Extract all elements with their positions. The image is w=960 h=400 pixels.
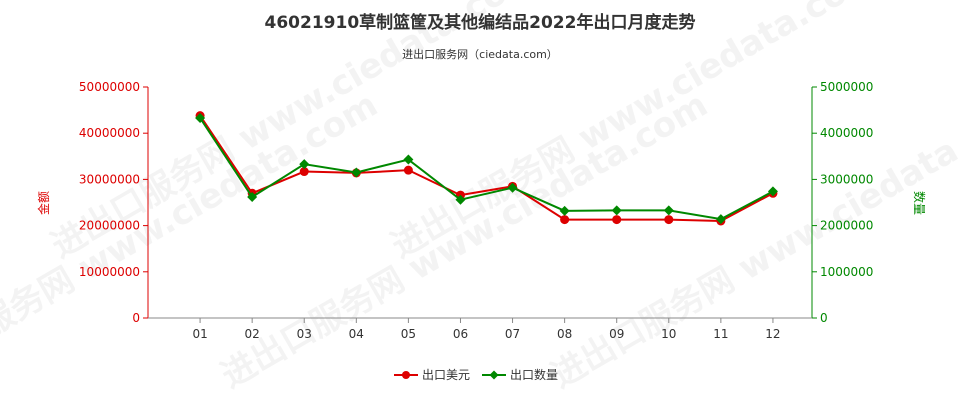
right-axis-ticks: 0 1000000 2000000 3000000 4000000 5000000 <box>812 80 873 325</box>
x-tick-label: 05 <box>401 327 416 341</box>
series-line <box>199 115 774 222</box>
x-tick-label: 03 <box>297 327 312 341</box>
left-tick-label: 50000000 <box>79 80 140 94</box>
legend-swatch-marker <box>489 370 499 380</box>
data-point[interactable] <box>351 167 362 178</box>
data-point[interactable] <box>299 159 310 170</box>
data-point[interactable] <box>299 167 309 177</box>
chart-title: 46021910草制篮筐及其他编结品2022年出口月度走势 <box>265 12 696 33</box>
data-point[interactable] <box>664 215 674 225</box>
data-point[interactable] <box>403 165 413 175</box>
data-point[interactable] <box>507 182 518 193</box>
right-tick-label: 5000000 <box>820 80 873 94</box>
left-axis-label: 金额 <box>36 191 51 215</box>
data-point[interactable] <box>611 205 622 216</box>
legend: 出口美元 出口数量 <box>394 367 558 382</box>
x-axis-ticks: 01 02 03 04 05 06 07 08 09 10 11 12 <box>192 318 781 341</box>
x-tick-label: 07 <box>505 327 520 341</box>
chart-subtitle: 进出口服务网（ciedata.com） <box>402 47 558 61</box>
legend-swatch-marker <box>402 371 410 379</box>
data-point[interactable] <box>559 205 570 216</box>
data-point[interactable] <box>663 205 674 216</box>
x-tick-label: 09 <box>609 327 624 341</box>
legend-item-export-usd[interactable]: 出口美元 <box>394 368 470 382</box>
x-tick-label: 12 <box>765 327 780 341</box>
right-axis-label: 数量 <box>912 191 927 215</box>
left-tick-label: 0 <box>132 311 140 325</box>
legend-label: 出口数量 <box>510 367 558 382</box>
left-tick-label: 20000000 <box>79 219 140 233</box>
left-tick-label: 30000000 <box>79 172 140 186</box>
left-tick-label: 40000000 <box>79 126 140 140</box>
right-tick-label: 3000000 <box>820 172 873 186</box>
right-tick-label: 1000000 <box>820 265 873 279</box>
data-point[interactable] <box>560 215 570 225</box>
right-tick-label: 0 <box>820 311 828 325</box>
left-axis-ticks: 0 10000000 20000000 30000000 40000000 5000000… <box>79 80 148 325</box>
x-tick-label: 06 <box>453 327 468 341</box>
data-point[interactable] <box>455 194 466 205</box>
data-point[interactable] <box>403 154 414 165</box>
x-tick-label: 11 <box>713 327 728 341</box>
data-point[interactable] <box>612 215 622 225</box>
x-tick-label: 04 <box>349 327 364 341</box>
legend-label: 出口美元 <box>422 368 470 382</box>
x-tick-label: 02 <box>245 327 260 341</box>
data-point[interactable] <box>195 112 206 123</box>
x-tick-label: 08 <box>557 327 572 341</box>
left-tick-label: 10000000 <box>79 265 140 279</box>
x-tick-label: 01 <box>192 327 207 341</box>
data-point[interactable] <box>715 214 726 225</box>
series-export-quantity <box>195 112 778 225</box>
data-point[interactable] <box>767 186 778 197</box>
data-point[interactable] <box>247 191 258 202</box>
right-tick-label: 2000000 <box>820 219 873 233</box>
right-tick-label: 4000000 <box>820 126 873 140</box>
series-layer <box>195 111 778 226</box>
legend-item-export-quantity[interactable]: 出口数量 <box>482 367 558 382</box>
series-line <box>199 117 774 221</box>
x-tick-label: 10 <box>661 327 676 341</box>
